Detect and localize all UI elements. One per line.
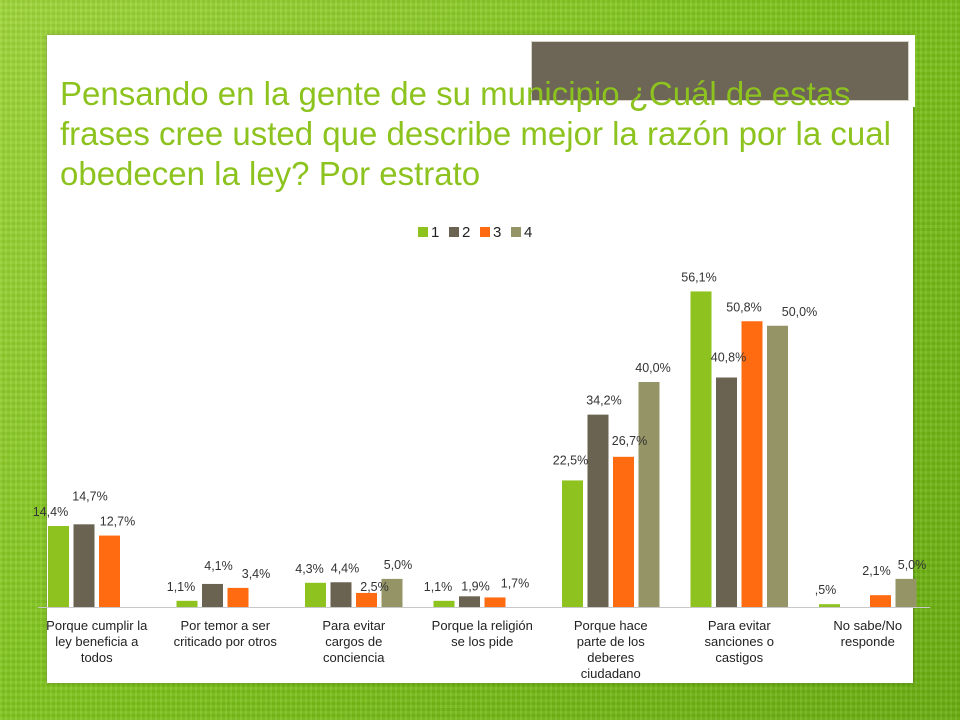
category-label-3: Para evitar cargos de conciencia bbox=[322, 618, 386, 665]
data-label-1-1: 14,4% bbox=[33, 505, 68, 519]
bar-2-2 bbox=[202, 583, 223, 607]
category-label-6: Para evitar sanciones o castigos bbox=[705, 618, 774, 665]
legend-label-3: 3 bbox=[493, 224, 501, 241]
data-label-4-6: 50,0% bbox=[782, 305, 817, 319]
legend-swatch-1 bbox=[418, 227, 428, 237]
bar-4-3 bbox=[381, 578, 403, 607]
bar-1-6 bbox=[690, 291, 712, 607]
category-label-5: Porque hace parte de los deberes ciudadano bbox=[574, 618, 648, 681]
data-label-2-6: 40,8% bbox=[711, 351, 746, 365]
data-label-2-1: 14,7% bbox=[72, 489, 107, 503]
bar-3-2 bbox=[227, 587, 249, 607]
category-label-line: conciencia bbox=[323, 650, 385, 665]
data-label-3-4: 1,7% bbox=[501, 576, 530, 590]
bar-3-4 bbox=[484, 597, 506, 607]
data-label-2-5: 34,2% bbox=[586, 394, 621, 408]
data-label-3-2: 3,4% bbox=[242, 567, 271, 581]
bar-1-1 bbox=[48, 526, 69, 607]
data-label-3-6: 50,8% bbox=[726, 300, 761, 314]
data-label-1-2: 1,1% bbox=[167, 580, 196, 594]
bar-2-6 bbox=[716, 377, 737, 607]
category-label-line: Por temor a ser bbox=[180, 618, 270, 633]
data-label-2-4: 1,9% bbox=[461, 579, 490, 593]
category-label-line: todos bbox=[81, 650, 113, 665]
category-label-line: deberes bbox=[587, 650, 634, 665]
bar-1-2 bbox=[176, 600, 198, 607]
legend-label-4: 4 bbox=[524, 224, 532, 241]
legend-label-1: 1 bbox=[431, 224, 439, 241]
legend-swatch-4 bbox=[511, 227, 521, 237]
bar-4-7 bbox=[895, 578, 917, 607]
category-label-line: Porque cumplir la bbox=[46, 618, 148, 633]
category-label-line: parte de los bbox=[577, 634, 645, 649]
category-label-line: cargos de bbox=[325, 634, 382, 649]
decorative-tab bbox=[525, 35, 915, 107]
chart-bars bbox=[48, 291, 917, 607]
bar-1-4 bbox=[433, 600, 455, 607]
data-label-1-3: 4,3% bbox=[295, 562, 324, 576]
chart-data-labels: 14,4% 1,1% 4,3% 1,1% 22,5% 56,1% ,5% 14,7% 4,1% 4… bbox=[33, 270, 926, 597]
category-label-line: responde bbox=[841, 634, 895, 649]
chart-category-labels: Porque cumplir la ley beneficia a todosPor… bbox=[46, 618, 902, 681]
bar-2-3 bbox=[330, 582, 352, 607]
category-label-line: ciudadano bbox=[581, 666, 641, 681]
category-label-7: No sabe/No responde bbox=[833, 618, 902, 649]
data-label-1-5: 22,5% bbox=[553, 453, 588, 467]
category-label-line: se los pide bbox=[451, 634, 513, 649]
bar-1-3 bbox=[305, 582, 326, 607]
bar-3-6 bbox=[741, 321, 763, 607]
data-label-1-6: 56,1% bbox=[681, 270, 716, 284]
data-label-1-4: 1,1% bbox=[424, 580, 453, 594]
category-label-line: No sabe/No bbox=[833, 618, 902, 633]
page-title: Pensando en la gente de su municipio ¿Cu… bbox=[60, 75, 891, 192]
category-label-1: Porque cumplir la ley beneficia a todos bbox=[46, 618, 148, 665]
data-label-3-5: 26,7% bbox=[612, 434, 647, 448]
category-label-line: ley beneficia a bbox=[55, 634, 139, 649]
data-label-4-7: 5,0% bbox=[898, 558, 927, 572]
bar-3-7 bbox=[870, 595, 891, 607]
bar-4-6 bbox=[767, 325, 788, 607]
bar-4-5 bbox=[638, 382, 660, 607]
legend-label-2: 2 bbox=[462, 224, 470, 241]
category-label-line: Porque hace bbox=[574, 618, 648, 633]
chart-legend: 1 2 3 4 bbox=[418, 224, 532, 241]
decorative-tab-fill bbox=[531, 41, 909, 101]
category-label-line: Para evitar bbox=[708, 618, 772, 633]
category-label-line: castigos bbox=[715, 650, 763, 665]
bar-2-4 bbox=[459, 596, 480, 607]
bar-1-5 bbox=[562, 480, 583, 607]
data-label-3-3: 2,5% bbox=[360, 580, 389, 594]
category-label-line: Para evitar bbox=[322, 618, 386, 633]
category-label-line: criticado por otros bbox=[174, 634, 278, 649]
bar-3-3 bbox=[356, 592, 377, 607]
bar-2-5 bbox=[587, 414, 609, 607]
bar-2-1 bbox=[73, 524, 95, 607]
data-label-1-7: ,5% bbox=[815, 583, 837, 597]
bar-3-1 bbox=[99, 535, 120, 607]
data-label-3-1: 12,7% bbox=[100, 515, 135, 529]
data-label-4-5: 40,0% bbox=[635, 361, 670, 375]
bar-1-7 bbox=[819, 604, 840, 607]
legend-swatch-2 bbox=[449, 227, 459, 237]
legend-swatch-3 bbox=[480, 227, 490, 237]
category-label-4: Porque la religión se los pide bbox=[432, 618, 533, 649]
data-label-4-3: 5,0% bbox=[384, 558, 413, 572]
data-label-2-3: 4,4% bbox=[331, 561, 360, 575]
data-label-2-2: 4,1% bbox=[204, 559, 233, 573]
data-label-3-7: 2,1% bbox=[862, 564, 891, 578]
bar-3-5 bbox=[613, 456, 634, 607]
category-label-line: Porque la religión bbox=[432, 618, 533, 633]
category-label-line: sanciones o bbox=[705, 634, 774, 649]
category-label-2: Por temor a ser criticado por otros bbox=[174, 618, 278, 649]
